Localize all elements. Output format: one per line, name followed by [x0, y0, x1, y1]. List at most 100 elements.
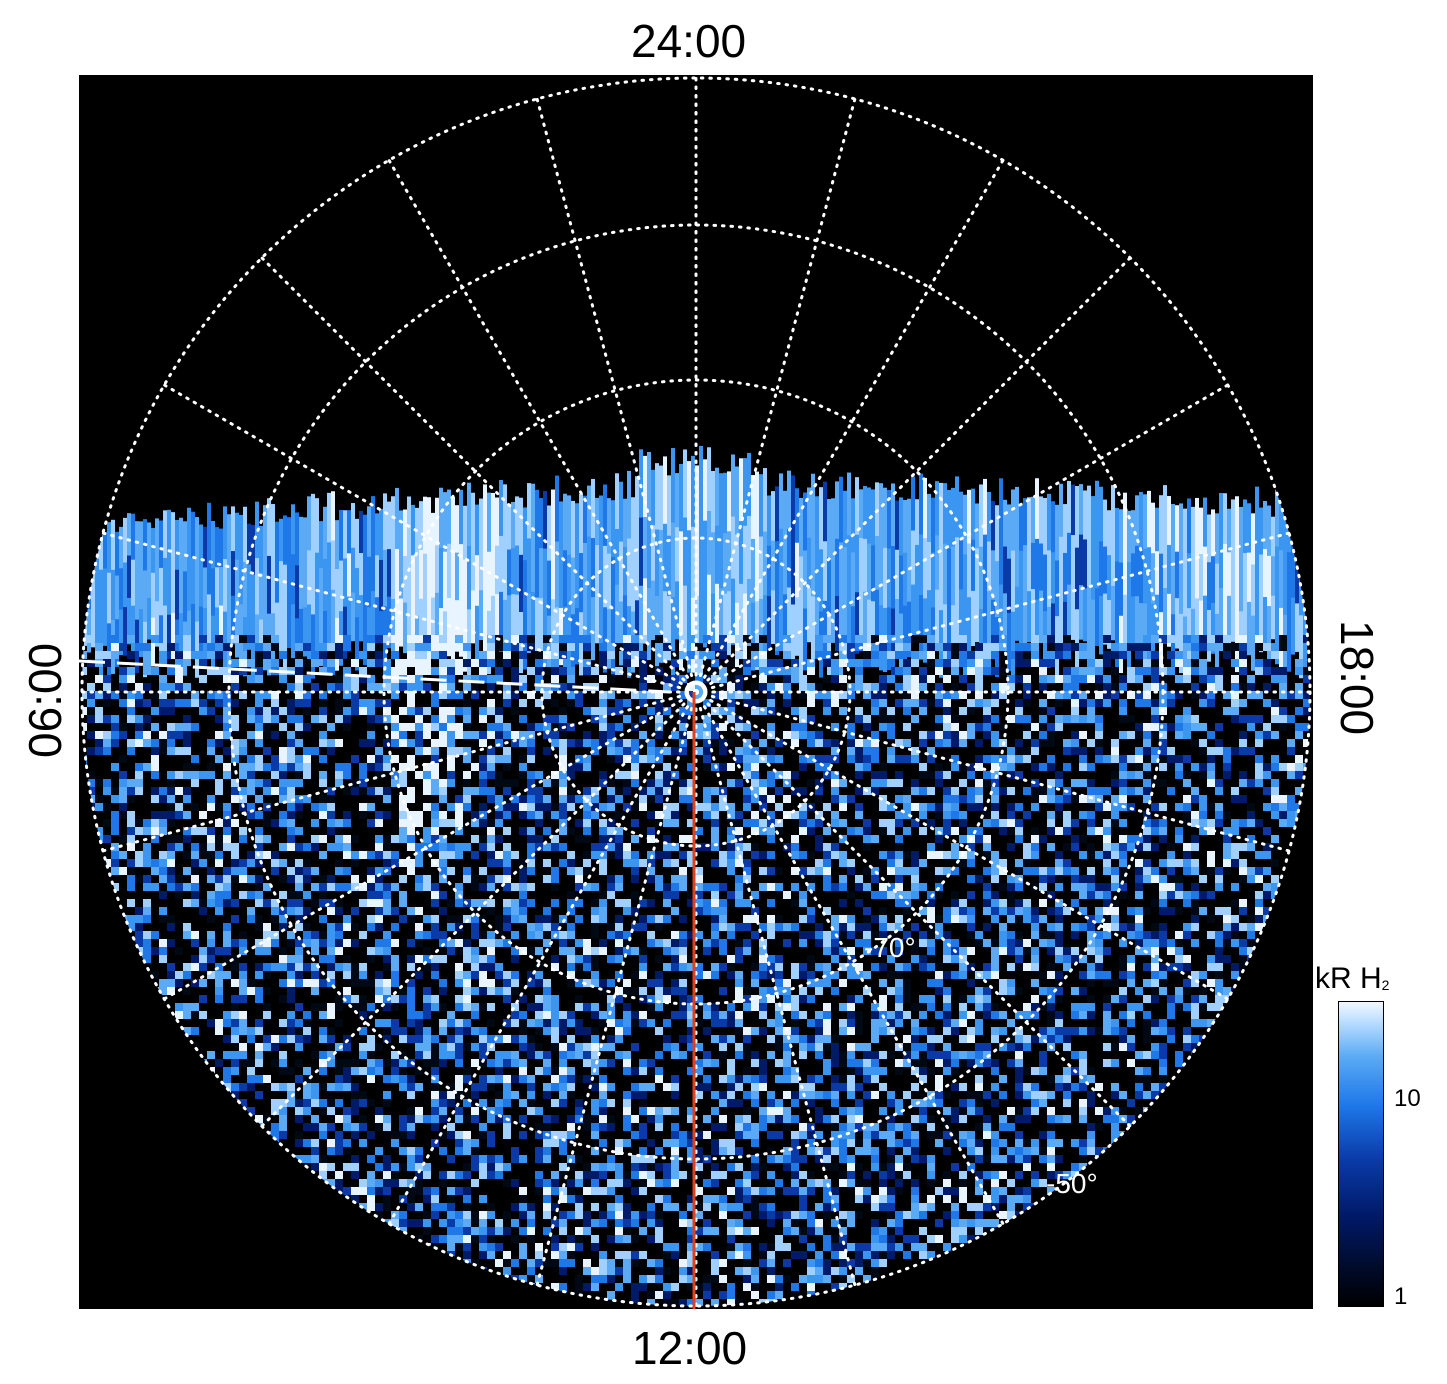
- emission-pixel: [487, 899, 495, 907]
- emission-pixel: [1055, 723, 1063, 731]
- emission-pixel: [1247, 947, 1255, 955]
- emission-pixel: [423, 883, 431, 891]
- emission-streak: [139, 565, 143, 614]
- emission-pixel: [207, 915, 215, 923]
- emission-pixel: [1039, 867, 1047, 875]
- emission-pixel: [783, 795, 791, 803]
- emission-pixel: [1175, 883, 1183, 891]
- emission-pixel: [799, 939, 807, 947]
- emission-pixel: [1159, 835, 1167, 843]
- emission-pixel: [855, 755, 863, 763]
- emission-pixel: [511, 979, 519, 987]
- emission-pixel: [583, 835, 591, 843]
- emission-pixel: [1223, 651, 1231, 659]
- emission-pixel: [383, 811, 391, 819]
- emission-pixel: [1119, 955, 1127, 963]
- emission-pixel: [935, 715, 943, 723]
- emission-streak: [1055, 504, 1059, 565]
- emission-pixel: [1207, 891, 1215, 899]
- emission-pixel: [767, 779, 775, 787]
- emission-pixel: [991, 963, 999, 971]
- emission-streak: [439, 487, 443, 552]
- emission-pixel: [927, 771, 935, 779]
- emission-pixel: [759, 779, 767, 787]
- emission-pixel: [951, 907, 959, 915]
- emission-pixel: [231, 683, 239, 691]
- emission-pixel: [823, 659, 831, 667]
- emission-pixel: [479, 779, 487, 787]
- emission-pixel: [407, 907, 415, 915]
- emission-pixel: [439, 843, 447, 851]
- emission-pixel: [1087, 643, 1095, 651]
- emission-pixel: [95, 691, 103, 699]
- emission-pixel: [975, 739, 983, 747]
- emission-pixel: [879, 947, 887, 955]
- emission-pixel: [607, 979, 615, 987]
- emission-pixel: [783, 771, 791, 779]
- emission-pixel: [655, 915, 663, 923]
- emission-pixel: [759, 963, 767, 971]
- emission-streak: [959, 589, 963, 643]
- emission-pixel: [607, 819, 615, 827]
- emission-streak: [915, 590, 919, 641]
- emission-pixel: [1183, 955, 1191, 963]
- emission-streak: [703, 520, 707, 587]
- emission-pixel: [751, 915, 759, 923]
- emission-pixel: [495, 963, 503, 971]
- emission-streak: [799, 556, 803, 619]
- emission-streak: [1135, 545, 1139, 601]
- emission-pixel: [159, 643, 167, 651]
- emission-pixel: [1095, 891, 1103, 899]
- emission-pixel: [647, 795, 655, 803]
- emission-pixel: [415, 707, 423, 715]
- emission-streak: [523, 507, 527, 565]
- emission-pixel: [703, 939, 711, 947]
- emission-pixel: [751, 755, 759, 763]
- emission-pixel: [855, 715, 863, 723]
- emission-streak: [127, 555, 131, 602]
- emission-pixel: [1055, 771, 1063, 779]
- emission-pixel: [1287, 763, 1295, 771]
- emission-pixel: [1215, 747, 1223, 755]
- emission-pixel: [1183, 819, 1191, 827]
- emission-pixel: [1063, 955, 1071, 963]
- emission-pixel: [823, 739, 831, 747]
- emission-pixel: [1007, 875, 1015, 883]
- emission-pixel: [895, 675, 903, 683]
- emission-pixel: [1087, 739, 1095, 747]
- emission-pixel: [1279, 715, 1287, 723]
- emission-pixel: [1255, 923, 1263, 931]
- emission-pixel: [727, 859, 735, 867]
- emission-streak: [735, 534, 739, 607]
- emission-pixel: [735, 883, 743, 891]
- emission-pixel: [367, 675, 375, 683]
- emission-pixel: [463, 779, 471, 787]
- emission-streak: [211, 568, 215, 620]
- emission-streak: [1047, 550, 1051, 611]
- emission-pixel: [1159, 755, 1167, 763]
- emission-pixel: [295, 723, 303, 731]
- emission-streak: [471, 492, 475, 546]
- emission-pixel: [551, 731, 559, 739]
- emission-pixel: [335, 995, 343, 1003]
- emission-pixel: [151, 883, 159, 891]
- emission-pixel: [639, 651, 647, 659]
- emission-streak: [375, 513, 379, 560]
- emission-pixel: [631, 771, 639, 779]
- emission-pixel: [991, 699, 999, 707]
- emission-streak: [731, 578, 735, 645]
- emission-streak: [827, 499, 831, 562]
- emission-pixel: [207, 643, 215, 651]
- emission-pixel: [223, 723, 231, 731]
- emission-pixel: [1151, 939, 1159, 947]
- emission-pixel: [271, 715, 279, 723]
- emission-pixel: [751, 643, 759, 651]
- emission-pixel: [95, 827, 103, 835]
- emission-pixel: [927, 651, 935, 659]
- emission-streak: [655, 463, 659, 534]
- emission-pixel: [631, 691, 639, 699]
- emission-pixel: [119, 683, 127, 691]
- emission-pixel: [1231, 691, 1239, 699]
- emission-pixel: [823, 763, 831, 771]
- emission-pixel: [631, 891, 639, 899]
